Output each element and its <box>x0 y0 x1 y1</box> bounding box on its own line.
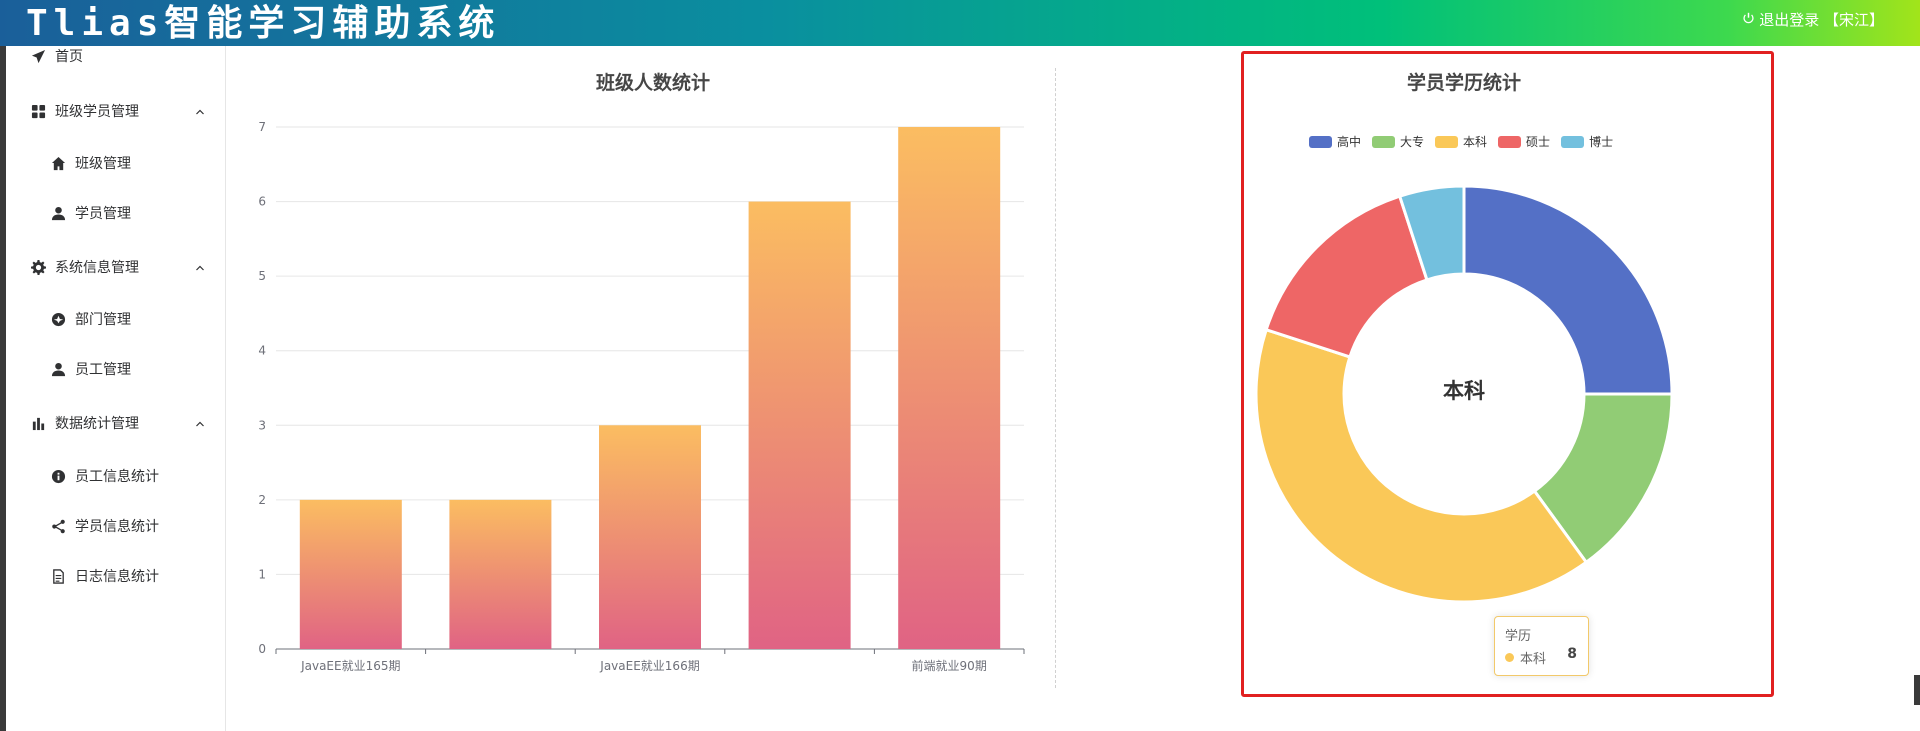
legend-label: 高中 <box>1337 135 1362 149</box>
bar <box>449 499 552 649</box>
y-tick-label: 7 <box>258 120 266 134</box>
share-icon <box>50 518 66 534</box>
legend-item[interactable]: 高中 <box>1309 133 1361 150</box>
pie-slice[interactable] <box>1264 194 1429 359</box>
user-icon <box>50 205 66 221</box>
sidebar-item-label: 日志信息统计 <box>75 569 159 585</box>
tooltip-title: 学历 <box>1505 629 1532 644</box>
pie-legend: 高中 大专 本科 硕士 博士 <box>1309 133 1613 150</box>
chevron-up-icon <box>195 105 205 115</box>
legend-label: 本科 <box>1463 135 1488 149</box>
app-title: Tlias智能学习辅助系统 <box>26 3 501 44</box>
sidebar-group-0[interactable]: 首页 <box>6 36 225 76</box>
top-header: Tlias智能学习辅助系统 退出登录 【宋江】 <box>0 0 1920 46</box>
legend-label: 博士 <box>1589 135 1614 149</box>
power-icon <box>1742 11 1755 29</box>
pie-slice[interactable] <box>1398 184 1466 282</box>
bar-chart: 0 1 2 3 4 5 6 7 JavaEE就业165期 JavaEE就业166期 前端就业90期 <box>258 120 1025 673</box>
sidebar-item-label: 学员管理 <box>75 206 131 222</box>
sidebar: 首页班级学员管理班级管理学员管理系统信息管理部门管理员工管理数据统计管理员工信息… <box>6 46 226 731</box>
sidebar-item-2[interactable]: 班级管理 <box>6 143 225 183</box>
chart-divider <box>1055 68 1056 688</box>
y-tick-label: 4 <box>258 344 266 358</box>
donut-chart <box>1254 184 1674 604</box>
bar <box>898 127 1001 649</box>
window-scroll-handle[interactable] <box>1914 675 1920 705</box>
bar <box>299 499 402 649</box>
y-tick-label: 3 <box>258 418 266 432</box>
user-icon <box>50 361 66 377</box>
sidebar-item-label: 班级管理 <box>75 156 131 172</box>
legend-swatch <box>1309 135 1332 148</box>
legend-item[interactable]: 大专 <box>1372 133 1424 150</box>
sidebar-item-label: 员工信息统计 <box>75 469 159 485</box>
sidebar-item-8[interactable]: 员工信息统计 <box>6 456 225 496</box>
legend-swatch <box>1561 135 1585 148</box>
tooltip-value: 8 <box>1567 646 1577 662</box>
sidebar-group-1[interactable]: 班级学员管理 <box>6 91 225 131</box>
sidebar-item-label: 班级学员管理 <box>55 104 139 120</box>
legend-item[interactable]: 博士 <box>1561 133 1613 150</box>
sidebar-item-label: 首页 <box>55 49 83 65</box>
grid-icon <box>30 103 46 119</box>
y-tick-label: 1 <box>258 567 266 581</box>
sidebar-item-label: 系统信息管理 <box>55 260 139 276</box>
donut-center-label: 本科 <box>1443 379 1485 403</box>
sidebar-item-10[interactable]: 日志信息统计 <box>6 556 225 596</box>
legend-item[interactable]: 本科 <box>1435 133 1487 150</box>
sidebar-item-label: 员工管理 <box>75 362 131 378</box>
compass-icon <box>50 311 66 327</box>
sidebar-group-4[interactable]: 系统信息管理 <box>6 247 225 287</box>
chart-tooltip: 学历 本科 8 <box>1494 616 1589 676</box>
chevron-up-icon <box>195 261 205 271</box>
sidebar-item-3[interactable]: 学员管理 <box>6 193 225 233</box>
document-icon <box>50 568 66 584</box>
x-tick-label: JavaEE就业166期 <box>599 659 699 673</box>
chevron-up-icon <box>195 417 205 427</box>
info-icon <box>50 468 66 484</box>
pie-slice[interactable] <box>1254 328 1588 604</box>
bar-chart-title: 班级人数统计 <box>595 72 711 94</box>
pie-slice[interactable] <box>1462 184 1674 396</box>
legend-label: 大专 <box>1400 135 1425 149</box>
legend-swatch <box>1498 135 1522 148</box>
y-tick-label: 5 <box>258 269 266 283</box>
y-tick-label: 6 <box>258 195 266 209</box>
window-edge <box>0 46 6 731</box>
y-tick-label: 2 <box>258 493 266 507</box>
home-icon <box>50 155 66 171</box>
tooltip-color-dot <box>1505 653 1514 662</box>
sidebar-item-6[interactable]: 员工管理 <box>6 349 225 389</box>
logout-button[interactable]: 退出登录 【宋江】 <box>1742 9 1884 30</box>
gear-icon <box>30 259 46 275</box>
legend-swatch <box>1372 135 1396 148</box>
sidebar-item-9[interactable]: 学员信息统计 <box>6 506 225 546</box>
highlight-frame <box>1241 51 1774 697</box>
bar <box>748 201 851 650</box>
logout-label: 退出登录 【宋江】 <box>1759 11 1884 29</box>
sidebar-item-label: 数据统计管理 <box>55 416 139 432</box>
sidebar-group-7[interactable]: 数据统计管理 <box>6 403 225 443</box>
legend-label: 硕士 <box>1526 135 1551 149</box>
legend-item[interactable]: 硕士 <box>1498 133 1550 150</box>
bar <box>599 425 701 649</box>
x-tick-label: 前端就业90期 <box>912 658 987 673</box>
x-tick-label: JavaEE就业165期 <box>300 659 400 673</box>
send-icon <box>30 48 46 64</box>
bar-chart-icon <box>30 415 46 431</box>
sidebar-item-5[interactable]: 部门管理 <box>6 299 225 339</box>
y-tick-label: 0 <box>258 642 266 656</box>
sidebar-item-label: 学员信息统计 <box>75 519 159 535</box>
tooltip-series-label: 本科 <box>1520 652 1547 667</box>
pie-chart-title: 学员学历统计 <box>1406 72 1522 94</box>
sidebar-item-label: 部门管理 <box>75 312 131 328</box>
legend-swatch <box>1435 135 1459 148</box>
